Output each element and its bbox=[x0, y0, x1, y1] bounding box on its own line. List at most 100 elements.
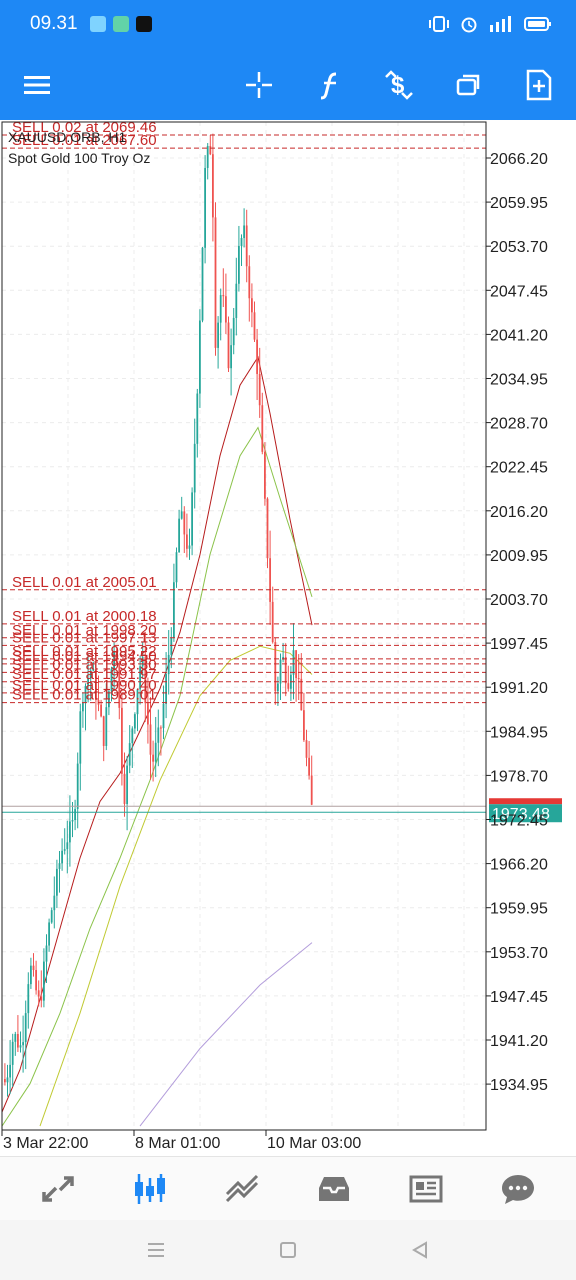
status-indicators bbox=[428, 12, 552, 36]
notification-icon bbox=[90, 16, 106, 32]
order-label: SELL 0.01 at 1998.20 bbox=[12, 622, 157, 639]
nav-quotes[interactable] bbox=[34, 1165, 82, 1213]
candle-body bbox=[167, 654, 170, 675]
order-label: SELL 0.01 at 2067.60 bbox=[12, 132, 157, 149]
time-label: 3 Mar 22:00 bbox=[3, 1135, 88, 1152]
order-label: SELL 0.01 at 1997.13 bbox=[12, 629, 157, 646]
price-label: 1972.45 bbox=[490, 813, 548, 830]
indicators-button[interactable] bbox=[306, 62, 352, 108]
candle-body bbox=[79, 711, 82, 764]
candle-body bbox=[108, 691, 110, 708]
candle-body bbox=[295, 650, 297, 679]
candle-body bbox=[217, 322, 219, 348]
price-label: 1953.70 bbox=[490, 945, 548, 962]
notification-icon bbox=[113, 16, 129, 32]
notification-icon bbox=[136, 16, 152, 32]
indicators-icon bbox=[320, 72, 337, 100]
candle-body bbox=[147, 703, 149, 725]
order-label: SELL 0.01 at 2005.01 bbox=[12, 574, 157, 591]
nav-messages[interactable] bbox=[494, 1165, 542, 1213]
price-label: 1959.95 bbox=[490, 901, 548, 918]
svg-text:$: $ bbox=[391, 72, 405, 99]
recent-apps-button[interactable] bbox=[142, 1236, 170, 1264]
candle-body bbox=[126, 765, 128, 804]
home-button[interactable] bbox=[274, 1236, 302, 1264]
order-label: SELL 0.01 at 1993.30 bbox=[12, 656, 157, 673]
trade-button[interactable]: $ bbox=[376, 62, 422, 108]
candle-body bbox=[186, 534, 188, 549]
new-order-icon bbox=[526, 69, 552, 101]
candle-body bbox=[144, 657, 147, 704]
candle-body bbox=[214, 217, 217, 348]
candle-body bbox=[63, 849, 66, 851]
price-label: 1941.20 bbox=[490, 1033, 548, 1050]
candle-body bbox=[238, 245, 240, 284]
candle-body bbox=[102, 716, 105, 746]
candle-body bbox=[248, 266, 251, 299]
price-label: 1997.45 bbox=[490, 636, 548, 653]
order-label: SELL 0.01 at 1990.40 bbox=[12, 677, 157, 694]
candle-body bbox=[136, 689, 139, 715]
candle-body bbox=[27, 984, 30, 1014]
nav-chart[interactable] bbox=[126, 1165, 174, 1213]
candle-body bbox=[139, 666, 141, 690]
candle-body bbox=[232, 317, 235, 346]
candle-body bbox=[253, 312, 256, 340]
order-label: SELL 0.02 at 2069.46 bbox=[12, 120, 157, 136]
candle-body bbox=[4, 1079, 6, 1083]
candle-body bbox=[206, 146, 209, 168]
price-label: 1984.95 bbox=[490, 724, 548, 741]
candle-body bbox=[9, 1064, 11, 1078]
candle-body bbox=[219, 295, 222, 323]
symbol-label: XAUUSD.ORB, H1 bbox=[8, 129, 126, 145]
crosshair-button[interactable] bbox=[236, 62, 282, 108]
signal-icon bbox=[490, 16, 511, 32]
candle-body bbox=[131, 728, 134, 744]
trade-icon: $ bbox=[385, 70, 413, 100]
candle-body bbox=[282, 656, 284, 660]
windows-button[interactable] bbox=[446, 62, 492, 108]
ma-fast-line bbox=[1, 355, 313, 1113]
menu-button[interactable] bbox=[15, 62, 61, 108]
candle-body bbox=[175, 552, 178, 583]
quotes-icon bbox=[42, 1176, 74, 1202]
candle-body bbox=[261, 405, 264, 452]
candle-body bbox=[40, 996, 43, 1001]
candle-body bbox=[271, 601, 274, 643]
candle-body bbox=[84, 685, 87, 703]
candle-body bbox=[92, 669, 95, 671]
candle-body bbox=[251, 298, 253, 313]
price-label: 1978.70 bbox=[490, 768, 548, 785]
candle-body bbox=[300, 678, 303, 711]
candle-body bbox=[183, 511, 186, 535]
price-chart-area[interactable]: SELL 0.02 at 2069.46 SELL 0.01 at 2067.60… bbox=[0, 119, 576, 1156]
system-navigation bbox=[0, 1220, 576, 1280]
candle-body bbox=[95, 669, 97, 701]
time-axis: 3 Mar 22:00 8 Mar 01:00 10 Mar 03:00 bbox=[1, 1130, 361, 1152]
history-icon bbox=[319, 1177, 349, 1201]
candle-body bbox=[170, 637, 173, 655]
candle-body bbox=[209, 146, 212, 155]
candle-body bbox=[264, 451, 266, 499]
price-label: 2053.70 bbox=[490, 239, 548, 256]
candle-body bbox=[160, 727, 162, 729]
price-label: 2047.45 bbox=[490, 283, 548, 300]
candle-body bbox=[199, 320, 201, 394]
back-button[interactable] bbox=[406, 1236, 434, 1264]
candle-body bbox=[305, 740, 308, 758]
price-label: 1966.20 bbox=[490, 857, 548, 874]
candle-body bbox=[105, 707, 108, 746]
price-label: 2016.20 bbox=[490, 504, 548, 521]
candle-body bbox=[53, 895, 56, 911]
price-label: 1947.45 bbox=[490, 989, 548, 1006]
candle-body bbox=[115, 651, 118, 664]
nav-trade[interactable] bbox=[218, 1165, 266, 1213]
new-order-button[interactable] bbox=[516, 62, 562, 108]
nav-news[interactable] bbox=[402, 1165, 450, 1213]
candle-body bbox=[100, 704, 102, 717]
candle-body bbox=[141, 657, 144, 667]
nav-history[interactable] bbox=[310, 1165, 358, 1213]
candle-body bbox=[284, 656, 287, 684]
ma-long-line bbox=[139, 942, 313, 1127]
